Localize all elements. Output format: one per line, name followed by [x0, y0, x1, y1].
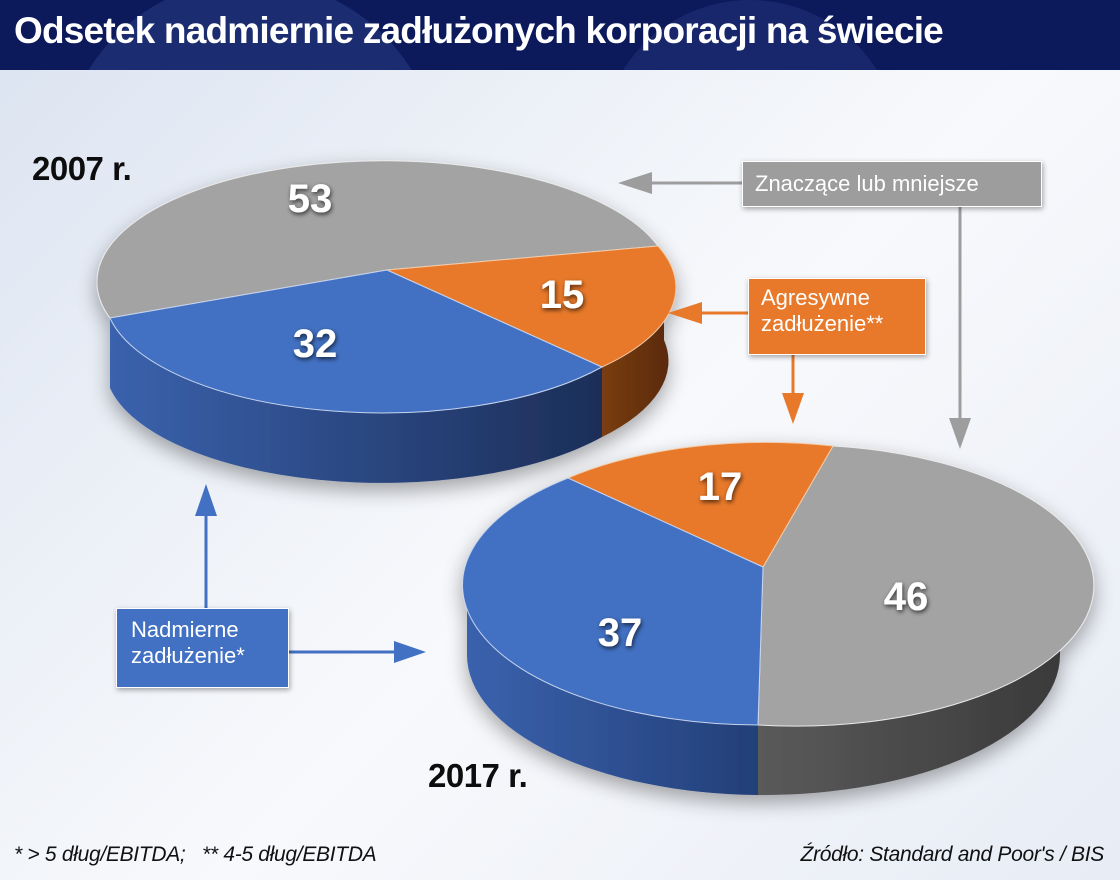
pie-2007	[96, 160, 677, 483]
arrow-gray-to-2017	[949, 207, 971, 449]
legend-gray-label: Znaczące lub mniejsze	[755, 171, 979, 196]
pie-2007-label-orange: 15	[540, 273, 585, 317]
footnote: * > 5 dług/EBITDA; ** 4-5 dług/EBITDA	[14, 843, 377, 866]
pie-2017-side-gray	[758, 585, 1060, 796]
pie-2007-side-blue	[110, 318, 602, 483]
arrow-blue-to-2007	[195, 484, 217, 608]
legend-blue-label-line1: Nadmierne	[131, 617, 239, 642]
legend-blue-label-line2: zadłużenie*	[131, 643, 245, 669]
year-label-2007: 2007 r.	[32, 150, 132, 187]
legend-orange-label-line2: zadłużenie**	[761, 311, 884, 337]
pie-2017-label-blue: 37	[598, 611, 643, 655]
arrow-orange-to-2017	[782, 355, 804, 424]
legend-orange-box: Agresywne zadłużenie**	[748, 278, 926, 355]
legend-orange-label-line1: Agresywne	[761, 285, 870, 310]
pie-2017-label-orange: 17	[698, 465, 743, 509]
arrow-blue-to-2017	[289, 641, 426, 663]
pie-2007-label-gray: 53	[288, 177, 333, 221]
pie-2007-slice-blue	[109, 269, 604, 414]
pie-2017-slice-blue	[462, 477, 764, 726]
pie-2017-slice-gray	[757, 445, 1095, 727]
pie-2007-slice-gray	[96, 160, 659, 319]
chart-title: Odsetek nadmiernie zadłużonych korporacj…	[14, 10, 944, 51]
year-label-2017: 2017 r.	[428, 757, 528, 794]
legend-gray-box: Znaczące lub mniejsze	[742, 161, 1042, 207]
pie-2017-side-blue	[466, 585, 758, 795]
source-note: Źródło: Standard and Poor's / BIS	[800, 843, 1105, 866]
pie-2007-label-blue: 32	[293, 322, 338, 366]
header-bar: Odsetek nadmiernie zadłużonych korporacj…	[0, 0, 1120, 70]
pie-2007-slice-orange	[385, 245, 677, 368]
pie-2007-side-orange	[602, 270, 669, 437]
pie-2017-label-gray: 46	[884, 575, 929, 619]
pie-2017	[462, 441, 1095, 796]
arrow-orange-to-2007	[668, 302, 748, 324]
pie-2017-slice-orange	[566, 441, 834, 568]
legend-blue-box: Nadmierne zadłużenie*	[116, 608, 289, 688]
arrow-gray-to-2007	[618, 172, 742, 194]
